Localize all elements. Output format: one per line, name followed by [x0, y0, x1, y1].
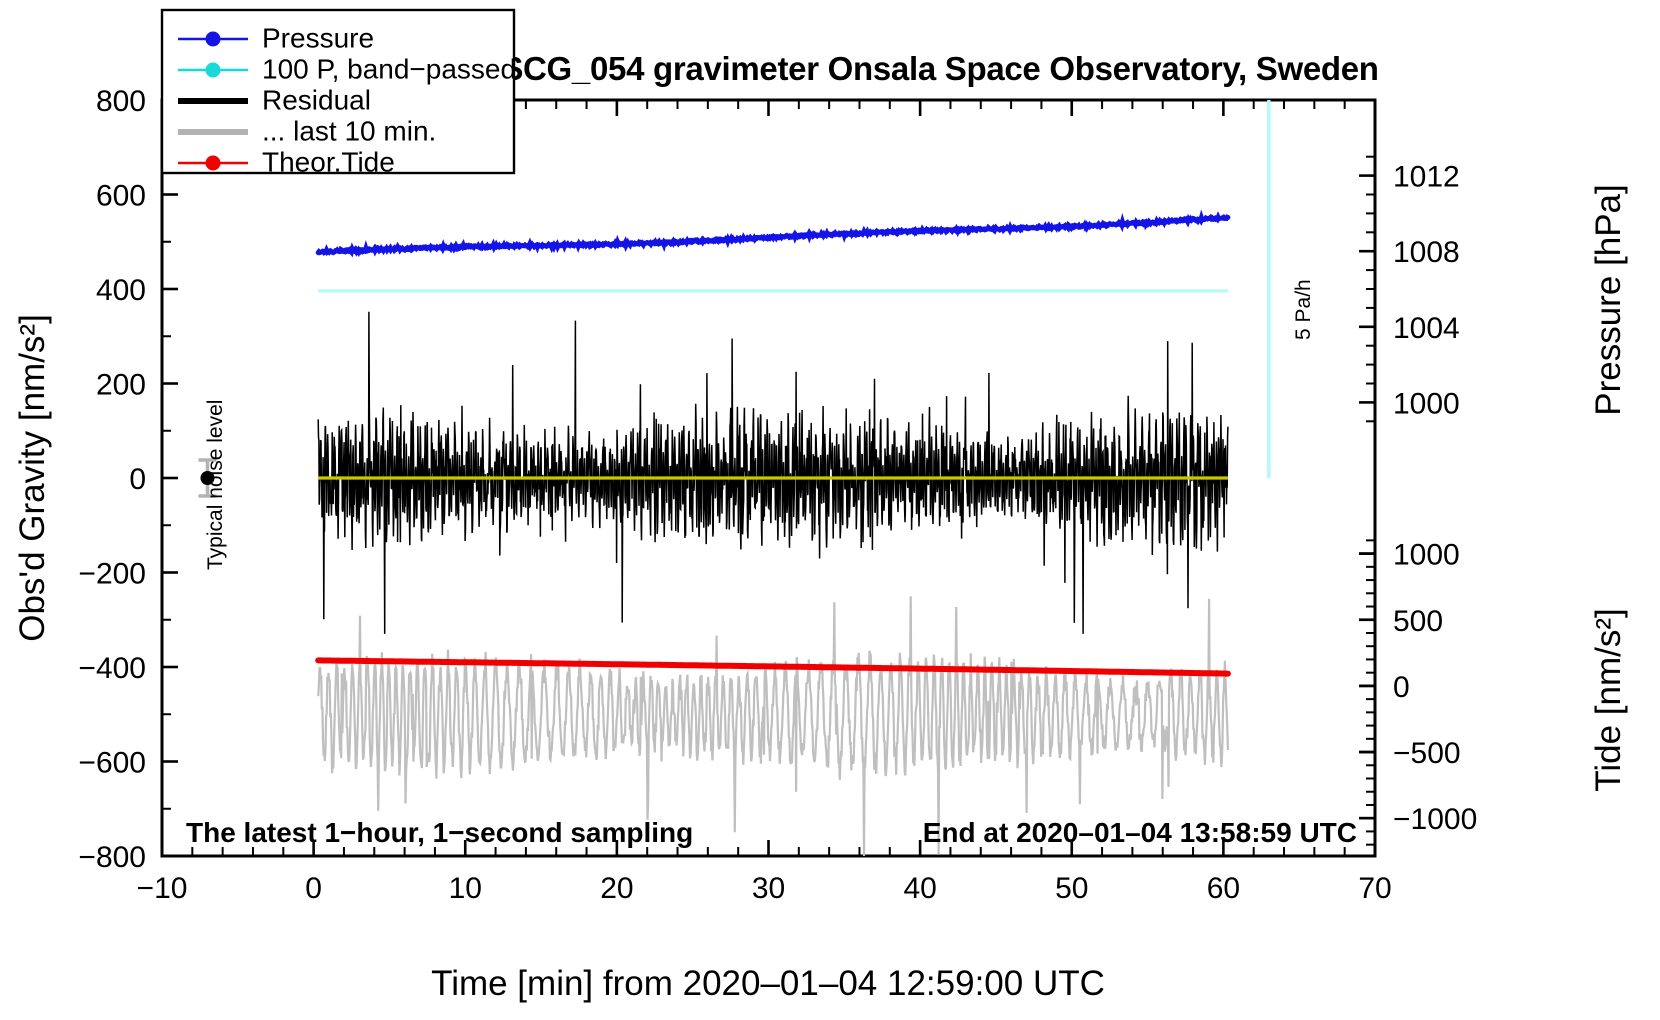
y-tick-label-tide: −500 — [1393, 737, 1461, 770]
chart-annotations — [198, 100, 1271, 498]
noise-errorbar-point — [200, 471, 215, 485]
y-tick-label-left: 800 — [96, 85, 146, 118]
legend-label: Pressure — [262, 22, 374, 53]
x-tick-label: 0 — [305, 872, 322, 905]
series-residual — [317, 311, 1229, 634]
typical-noise-level-label: Typical noise level — [204, 400, 227, 570]
x-tick-label: −10 — [137, 872, 188, 905]
y-tick-label-left: −600 — [78, 747, 146, 780]
bottom-right-note: End at 2020–01–04 13:58:59 UTC — [923, 817, 1357, 848]
x-tick-label: 40 — [903, 872, 936, 905]
legend-label: ... last 10 min. — [262, 115, 436, 146]
y-tick-label-tide: 1000 — [1393, 539, 1460, 572]
x-tick-label: 10 — [449, 872, 482, 905]
x-tick-label: 30 — [752, 872, 785, 905]
series-pressure — [315, 209, 1231, 258]
x-tick-label: 20 — [600, 872, 633, 905]
axes: −10 0 10 20 30 40 50 60 70 800 600 400 200 0 −200 −400 −… — [78, 85, 1477, 905]
y-tick-label-left: −200 — [78, 558, 146, 591]
series-last-10-min — [317, 596, 1229, 856]
y-tick-label-pressure: 1012 — [1393, 161, 1460, 194]
x-tick-label: 60 — [1207, 872, 1240, 905]
y-tick-label-pressure: 1000 — [1393, 387, 1460, 420]
y-tick-label-left: 400 — [96, 274, 146, 307]
y-tick-label-left: −800 — [78, 841, 146, 874]
x-tick-label: 50 — [1055, 872, 1088, 905]
legend-label: 100 P, band−passed — [262, 53, 516, 84]
chart-title: SCG_054 gravimeter Onsala Space Observat… — [501, 50, 1378, 87]
y-tick-label-left: 200 — [96, 369, 146, 402]
y-tick-label-pressure: 1008 — [1393, 236, 1460, 269]
y-tick-label-left: 600 — [96, 180, 146, 213]
legend-label: Residual — [262, 84, 371, 115]
y-axis-title-right-bottom: Tide [nm/s²] — [1589, 608, 1628, 791]
y-tick-label-tide: 500 — [1393, 605, 1443, 638]
y-axis-title-right-top: Pressure [hPa] — [1589, 184, 1628, 416]
y-tick-label-left: −400 — [78, 652, 146, 685]
legend-swatch-marker — [205, 155, 221, 171]
y-tick-label-tide: −1000 — [1393, 803, 1477, 836]
legend-swatch-marker — [205, 62, 221, 78]
scale-bar-label: 5 Pa/h — [1292, 279, 1315, 340]
y-axis-title-left: Obs'd Gravity [nm/s²] — [13, 314, 52, 642]
y-tick-label-tide: 0 — [1393, 671, 1410, 704]
legend-box — [160, 8, 516, 175]
legend-swatch-marker — [205, 31, 221, 47]
y-tick-label-left: 0 — [129, 463, 146, 496]
data-traces — [315, 209, 1231, 856]
x-axis-title: Time [min] from 2020–01–04 12:59:00 UTC — [431, 964, 1105, 1003]
series-theor-tide — [315, 657, 1231, 677]
bottom-left-note: The latest 1−hour, 1−second sampling — [186, 817, 693, 848]
x-tick-label: 70 — [1358, 872, 1391, 905]
y-tick-label-pressure: 1004 — [1393, 312, 1460, 345]
legend-label: Theor.Tide — [262, 146, 395, 177]
